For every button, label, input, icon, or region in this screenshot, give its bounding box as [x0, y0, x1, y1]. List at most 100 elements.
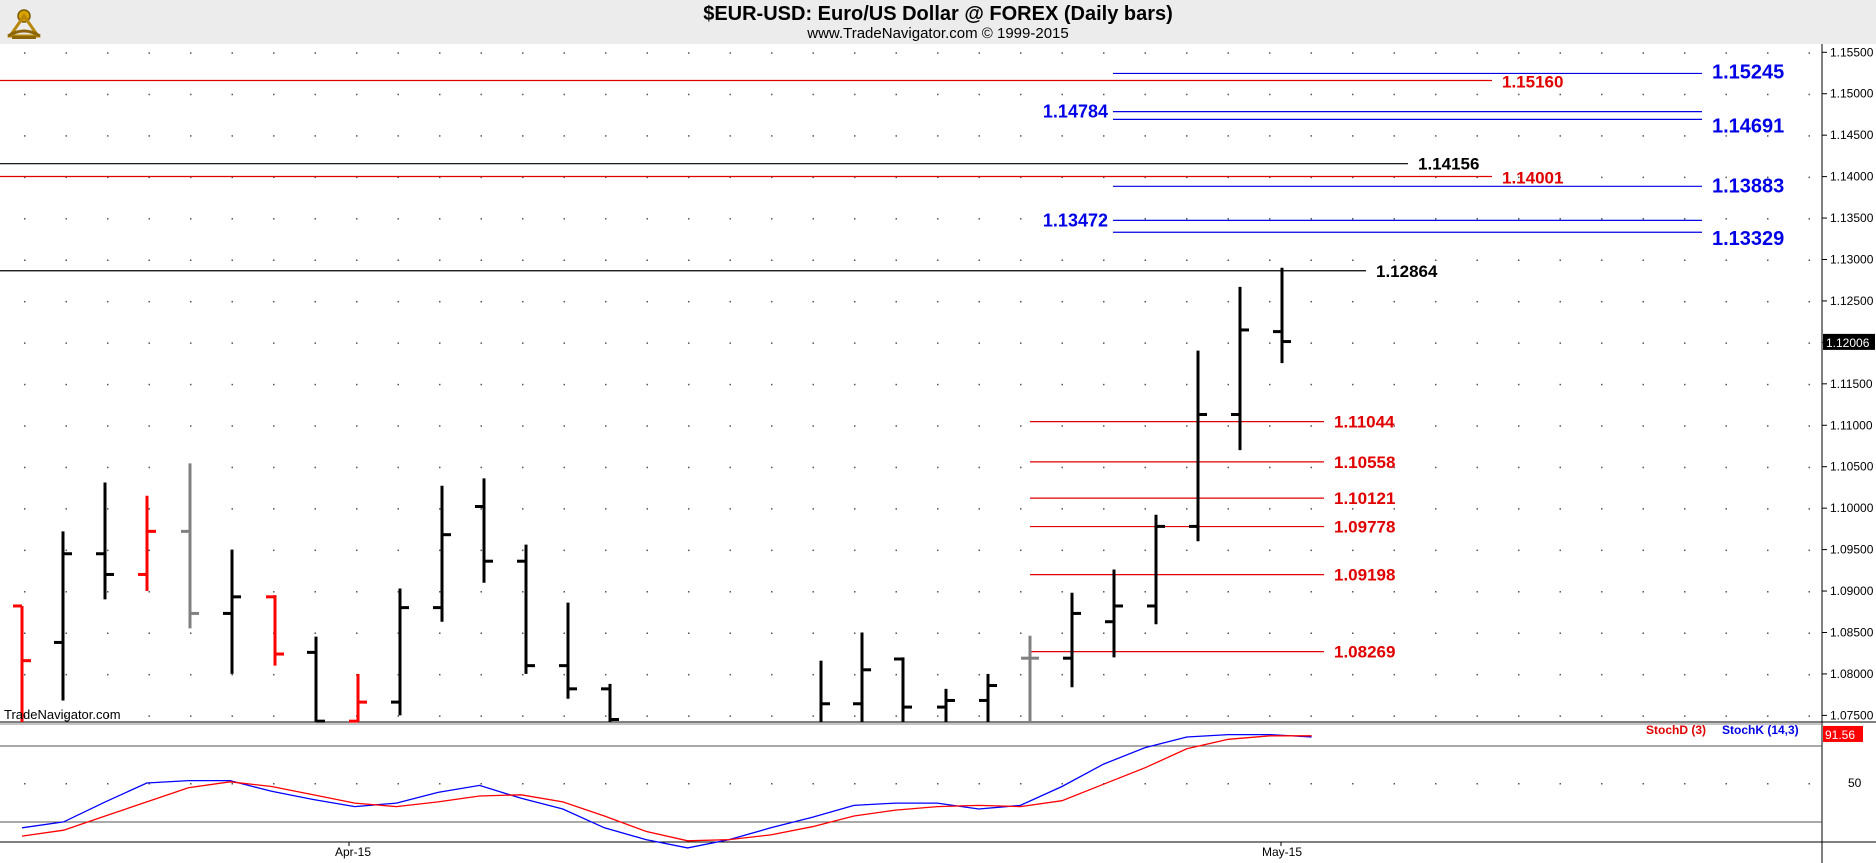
grid-dot [937, 549, 939, 552]
grid-dot [1767, 632, 1769, 634]
grid-dot [854, 715, 856, 717]
grid-dot [65, 715, 67, 717]
grid-dot [480, 425, 482, 427]
chart-title: $EUR-USD: Euro/US Dollar @ FOREX (Daily … [703, 3, 1173, 25]
grid-dot [1684, 259, 1686, 262]
grid-dot [646, 52, 648, 54]
grid-dot [24, 715, 26, 717]
grid-dot [1352, 549, 1354, 552]
grid-dot [937, 591, 939, 593]
grid-dot [729, 508, 731, 510]
grid-dot [1518, 135, 1520, 137]
grid-dot [1725, 383, 1727, 386]
grid-dot [1601, 93, 1603, 96]
grid-dot [356, 591, 358, 593]
grid-dot [646, 176, 648, 179]
grid-dot [1435, 218, 1437, 220]
grid-dot [605, 300, 607, 303]
legend-stochd: StochD (3) [1646, 723, 1706, 737]
grid-dot [895, 176, 897, 179]
grid-dot [978, 508, 980, 510]
grid-dot [1186, 673, 1188, 676]
grid-dot [1227, 93, 1229, 96]
grid-dot [314, 259, 316, 262]
grid-dot [1227, 673, 1229, 676]
grid-dot [1476, 135, 1478, 137]
grid-dot [314, 508, 316, 510]
grid-dot [1725, 632, 1727, 634]
grid-dot [1808, 632, 1810, 634]
grid-dot [107, 383, 109, 386]
grid-dot [1061, 715, 1063, 717]
y-tick-label: 1.15000 [1830, 87, 1874, 101]
grid-dot [1435, 342, 1437, 344]
grid-dot [1435, 508, 1437, 510]
grid-dot [1601, 508, 1603, 510]
grid-dot [771, 93, 773, 96]
y-tick-label: 1.07500 [1830, 708, 1874, 722]
grid-dot [937, 715, 939, 717]
grid-dot [1103, 259, 1105, 262]
grid-dot [1725, 783, 1727, 785]
grid-dot [1144, 135, 1146, 137]
grid-dot [1642, 383, 1644, 386]
grid-dot [605, 176, 607, 179]
grid-dot [107, 466, 109, 469]
grid-dot [1269, 135, 1271, 137]
grid-dot [978, 425, 980, 427]
grid-dot [1767, 93, 1769, 96]
grid-dot [1518, 218, 1520, 220]
grid-dot [148, 425, 150, 427]
grid-dot [190, 783, 192, 785]
grid-dot [1642, 135, 1644, 137]
grid-dot [356, 466, 358, 469]
chart-subtitle: www.TradeNavigator.com © 1999-2015 [807, 25, 1069, 42]
grid-dot [397, 218, 399, 220]
grid-dot [688, 135, 690, 137]
grid-dot [356, 508, 358, 510]
grid-dot [1518, 383, 1520, 386]
grid-dot [314, 383, 316, 386]
grid-dot [771, 549, 773, 552]
grid-dot [273, 591, 275, 593]
grid-dot [771, 673, 773, 676]
grid-dot [1725, 342, 1727, 344]
grid-dot [978, 176, 980, 179]
grid-dot [729, 715, 731, 717]
grid-dot [522, 218, 524, 220]
grid-dot [107, 135, 109, 137]
grid-dot [65, 259, 67, 262]
grid-dot [522, 135, 524, 137]
grid-dot [1767, 549, 1769, 552]
grid-dot [1725, 259, 1727, 262]
grid-dot [937, 508, 939, 510]
grid-dot [1269, 259, 1271, 262]
grid-dot [1144, 715, 1146, 717]
grid-dot [273, 508, 275, 510]
level-label: 1.12864 [1376, 262, 1438, 281]
y-tick-label: 1.10000 [1830, 501, 1874, 515]
watermark: TradeNavigator.com [4, 707, 121, 722]
grid-dot [1808, 218, 1810, 220]
grid-dot [1393, 135, 1395, 137]
grid-dot [1061, 783, 1063, 785]
grid-dot [1725, 508, 1727, 510]
grid-dot [1601, 591, 1603, 593]
grid-dot [439, 300, 441, 303]
grid-dot [190, 715, 192, 717]
grid-dot [563, 591, 565, 593]
grid-dot [190, 673, 192, 676]
grid-dot [1269, 715, 1271, 717]
grid-dot [1103, 715, 1105, 717]
grid-dot [812, 425, 814, 427]
grid-dot [1352, 783, 1354, 785]
grid-dot [1518, 93, 1520, 96]
grid-dot [1352, 425, 1354, 427]
grid-dot [1601, 342, 1603, 344]
grid-dot [1020, 383, 1022, 386]
grid-dot [1767, 342, 1769, 344]
grid-dot [231, 176, 233, 179]
grid-dot [148, 342, 150, 344]
grid-dot [190, 52, 192, 54]
grid-dot [190, 259, 192, 262]
